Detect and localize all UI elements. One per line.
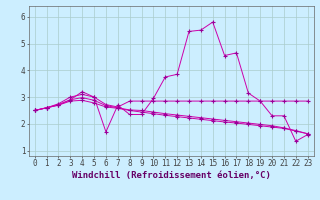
X-axis label: Windchill (Refroidissement éolien,°C): Windchill (Refroidissement éolien,°C) — [72, 171, 271, 180]
